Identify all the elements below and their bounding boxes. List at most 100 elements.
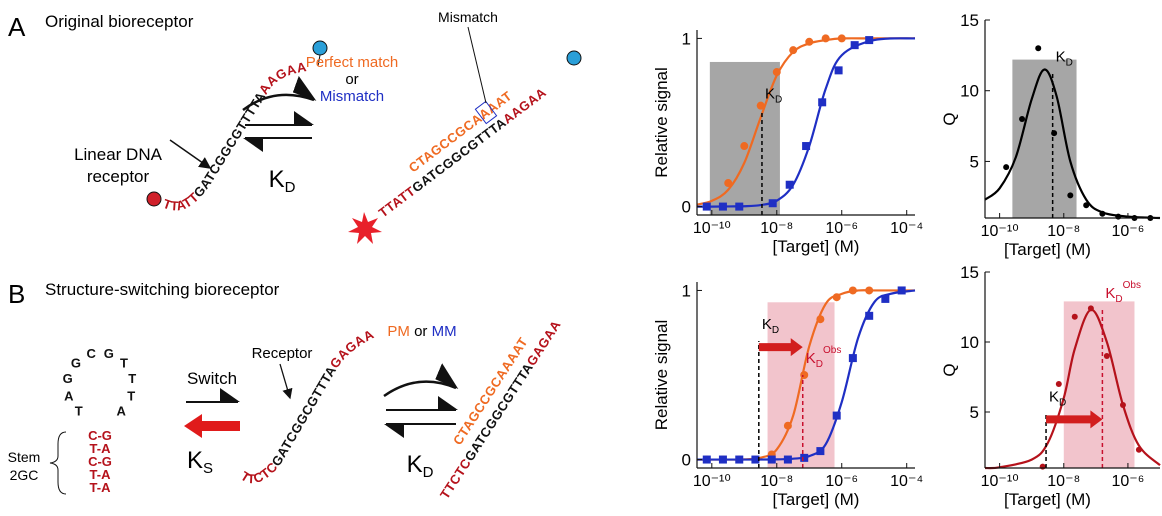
- data-point: [1067, 192, 1073, 198]
- pointer-arrow: [170, 140, 210, 168]
- data-point: [789, 46, 797, 54]
- label: Linear DNA: [74, 145, 163, 164]
- stem-pair: T-A: [90, 480, 112, 495]
- loop-base: G: [104, 346, 114, 361]
- data-point: [703, 203, 711, 211]
- data-point: [1120, 402, 1126, 408]
- kd-label: KD: [1049, 388, 1066, 408]
- data-point: [835, 66, 843, 74]
- panel-letter: B: [8, 279, 25, 309]
- k: K: [762, 316, 772, 333]
- data-point: [784, 456, 792, 464]
- seq-part: GATCGGCGTTTTA: [190, 89, 268, 200]
- y-axis-label: Relative signal: [652, 320, 671, 431]
- sub: D: [772, 325, 779, 336]
- k: K: [1105, 285, 1115, 302]
- data-point: [838, 34, 846, 42]
- options: PM or MM: [387, 323, 456, 340]
- y-axis-label: Q: [940, 363, 959, 376]
- sub: D: [1066, 58, 1073, 69]
- data-point: [881, 295, 889, 303]
- hairpin-stem: C-GT-AC-GT-AT-A: [88, 428, 112, 495]
- data-point: [1083, 202, 1089, 208]
- data-point: [1019, 116, 1025, 122]
- data-point: [768, 456, 776, 464]
- option: Perfect match: [306, 54, 399, 71]
- data-point: [802, 142, 810, 150]
- y-tick-label: 1: [682, 29, 691, 48]
- data-point: [724, 179, 732, 187]
- x-tick-label: 10⁻⁸: [760, 220, 793, 237]
- data-point: [805, 38, 813, 46]
- x-axis-label: [Target] (M): [773, 237, 860, 256]
- data-point: [800, 454, 808, 462]
- quencher: [567, 51, 581, 65]
- seq-part: GATCGGCGTTTA: [269, 363, 340, 469]
- y-tick-label: 15: [960, 263, 979, 282]
- stem-label: Stem: [8, 449, 41, 465]
- kd-label: KD: [1056, 49, 1073, 69]
- data-point: [773, 68, 781, 76]
- data-point: [740, 142, 748, 150]
- data-point: [818, 98, 826, 106]
- data-point: [800, 371, 808, 379]
- loop-base: A: [117, 403, 127, 418]
- x-tick-label: 10⁻⁶: [1112, 473, 1145, 490]
- x-axis-label: [Target] (M): [1004, 240, 1091, 259]
- x-tick-label: 10⁻⁴: [890, 473, 923, 490]
- receptor-label: Receptor: [252, 345, 313, 362]
- data-point: [757, 102, 765, 110]
- data-point: [719, 203, 727, 211]
- switch-back-arrow: [184, 414, 240, 438]
- loop-base: C: [86, 346, 96, 361]
- data-point: [1040, 464, 1046, 470]
- loop-base: G: [63, 371, 73, 386]
- x-tick-label: 10⁻¹⁰: [693, 473, 731, 490]
- x-tick-label: 10⁻⁶: [1112, 223, 1145, 240]
- data-point: [865, 286, 873, 294]
- sub: S: [203, 460, 213, 477]
- y-axis-label: Relative signal: [652, 67, 671, 178]
- fluorophore: [147, 192, 161, 206]
- data-point: [1035, 45, 1041, 51]
- data-point: [703, 456, 711, 464]
- x-axis-label: [Target] (M): [1004, 490, 1091, 509]
- stem-label: 2GC: [10, 467, 39, 483]
- y-tick-label: 10: [960, 82, 979, 101]
- data-point: [769, 199, 777, 207]
- x-tick-label: 10⁻⁴: [890, 220, 923, 237]
- sub: D: [775, 95, 782, 106]
- sub: D: [285, 179, 296, 196]
- loop-base: T: [128, 371, 136, 386]
- sequence: TTATTGATCGGCGTTTAAAGAA: [376, 85, 549, 221]
- panel-title: Original bioreceptor: [45, 12, 194, 31]
- seq-part: AAGAA: [256, 59, 308, 97]
- leader: [468, 27, 486, 103]
- brace: [50, 432, 66, 494]
- k: K: [1049, 388, 1059, 405]
- label: receptor: [87, 167, 150, 186]
- panel-title: Structure-switching bioreceptor: [45, 280, 280, 299]
- ks-label: KS: [187, 447, 213, 477]
- kd-label: KDObs: [1105, 280, 1141, 305]
- shaded-range: [1064, 301, 1135, 468]
- y-tick-label: 0: [682, 451, 691, 470]
- kd-label: KD: [407, 451, 434, 481]
- data-point: [849, 286, 857, 294]
- k: K: [765, 86, 775, 103]
- k: K: [1056, 49, 1066, 66]
- loop-base: T: [127, 389, 135, 404]
- data-point: [865, 312, 873, 320]
- sub: D: [423, 464, 434, 481]
- data-point: [849, 354, 857, 362]
- sub: D: [1059, 397, 1066, 408]
- y-tick-label: 10: [960, 333, 979, 352]
- data-point: [865, 36, 873, 44]
- y-tick-label: 15: [960, 11, 979, 30]
- data-point: [1072, 314, 1078, 320]
- x-axis-label: [Target] (M): [773, 490, 860, 509]
- x-tick-label: 10⁻⁸: [1047, 473, 1080, 490]
- data-point: [898, 286, 906, 294]
- mismatch-label: Mismatch: [438, 9, 498, 25]
